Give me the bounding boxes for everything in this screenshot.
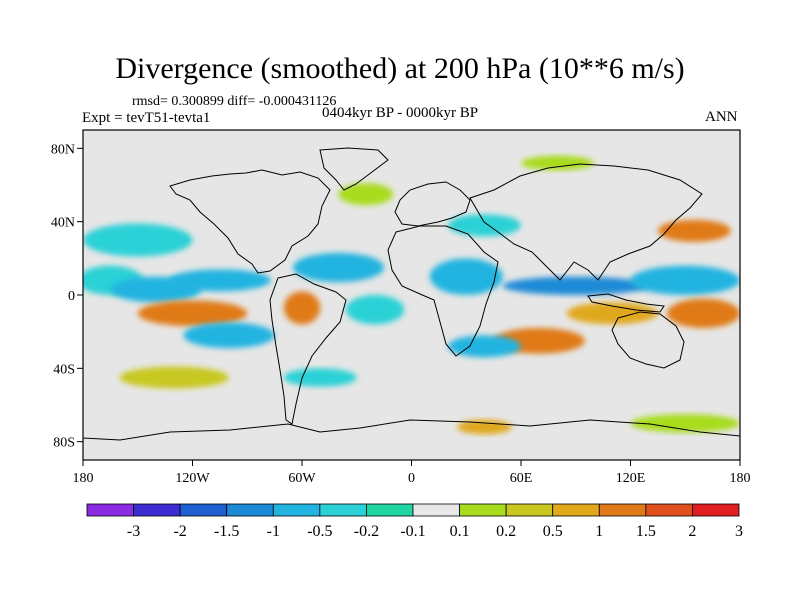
colorbar-label-9: 0.5 xyxy=(543,523,563,540)
stats-label: rmsd= 0.300899 diff= -0.000431126 xyxy=(132,94,337,109)
colorbar-label-3: -1 xyxy=(267,523,280,540)
x-tick-label-4: 60E xyxy=(510,471,533,486)
colorbar-label-4: -0.5 xyxy=(307,523,332,540)
colorbar-box-9 xyxy=(505,503,554,517)
coast-south-america xyxy=(269,273,347,425)
coast-greenland xyxy=(319,147,389,191)
colorbar-box-8 xyxy=(459,503,507,517)
colorbar-label-2: -1.5 xyxy=(214,523,239,540)
colorbar-label-12: 2 xyxy=(688,523,696,540)
colorbar-box-4 xyxy=(272,503,321,517)
y-tick-label-3: 40S xyxy=(53,362,75,377)
colorbar-box-5 xyxy=(319,503,367,517)
field-blob-7 xyxy=(292,252,385,283)
colorbar-box-6 xyxy=(366,503,414,517)
colorbar-box-3 xyxy=(226,503,274,517)
colorbar-label-1: -2 xyxy=(173,523,186,540)
colorbar-box-10 xyxy=(552,503,600,517)
field-blob-2 xyxy=(168,269,271,292)
field-blob-22 xyxy=(521,155,594,171)
field-blob-20 xyxy=(457,419,512,435)
colorbar-label-6: -0.1 xyxy=(400,523,425,540)
y-tick-label-1: 40N xyxy=(51,216,75,231)
colorbar-box-13 xyxy=(692,503,740,517)
x-tick-label-0: 180 xyxy=(73,471,94,486)
colorbar-boxes xyxy=(86,503,740,517)
colorbar-box-2 xyxy=(179,503,228,517)
x-tick-label-3: 0 xyxy=(408,471,415,486)
colorbar-box-11 xyxy=(598,503,647,517)
coastlines xyxy=(83,147,740,441)
x-tick-label-1: 120W xyxy=(175,471,210,486)
colorbar-label-13: 3 xyxy=(735,523,743,540)
field-blob-3 xyxy=(83,223,193,257)
field-blob-13 xyxy=(657,219,731,242)
chart-title: Divergence (smoothed) at 200 hPa (10**6 … xyxy=(115,52,685,85)
coast-north-america xyxy=(169,169,331,274)
field-blob-15 xyxy=(667,298,740,329)
experiment-label: Expt = tevT51-tevta1 xyxy=(82,110,211,126)
field-blob-11 xyxy=(502,276,649,296)
field-blob-17 xyxy=(448,335,521,358)
x-tick-label-6: 180 xyxy=(730,471,751,486)
field-blob-4 xyxy=(137,300,248,327)
colorbar-box-0 xyxy=(86,503,134,517)
y-tick-label-4: 80S xyxy=(53,436,75,451)
field-blob-10 xyxy=(448,214,521,237)
field-blob-9 xyxy=(429,258,503,295)
x-tick-label-2: 60W xyxy=(288,471,316,486)
colorbar-box-12 xyxy=(645,503,693,517)
field-blob-21 xyxy=(630,414,740,433)
field-blob-6 xyxy=(283,291,321,325)
field-blob-5 xyxy=(183,322,275,349)
divergence-field xyxy=(83,155,740,435)
x-tick-label-5: 120E xyxy=(616,471,646,486)
colorbar-label-5: -0.2 xyxy=(354,523,379,540)
coast-asia xyxy=(469,163,703,281)
y-tick-label-0: 80N xyxy=(51,142,75,157)
y-tick-label-2: 0 xyxy=(68,289,75,304)
field-blob-14 xyxy=(566,302,658,325)
colorbar-label-8: 0.2 xyxy=(496,523,516,540)
map-axes: 180 120W 60W 0 60E 120E 180 80N 40N 0 40S 80S xyxy=(51,142,751,486)
field-blob-19 xyxy=(283,368,357,387)
colorbar-box-1 xyxy=(133,503,181,517)
field-blob-18 xyxy=(119,366,229,389)
coast-antarctica xyxy=(83,419,740,441)
field-blob-8 xyxy=(345,295,405,325)
colorbar-box-7 xyxy=(412,503,460,517)
colorbar-label-11: 1.5 xyxy=(636,523,656,540)
colorbar-label-0: -3 xyxy=(127,523,140,540)
coast-australia xyxy=(611,311,685,369)
period-label: 0404kyr BP - 0000kyr BP xyxy=(322,105,479,121)
season-label: ANN xyxy=(705,109,738,125)
coast-indonesia xyxy=(587,293,665,313)
field-blob-23 xyxy=(338,183,394,206)
colorbar-label-10: 1 xyxy=(595,523,603,540)
coast-africa xyxy=(387,225,499,357)
field-blob-12 xyxy=(630,265,740,296)
colorbar-label-7: 0.1 xyxy=(450,523,470,540)
colorbar-labels: -3 -2 -1.5 -1 -0.5 -0.2 -0.1 0.1 0.2 0.5 1 1.5 2 3 xyxy=(127,523,743,540)
